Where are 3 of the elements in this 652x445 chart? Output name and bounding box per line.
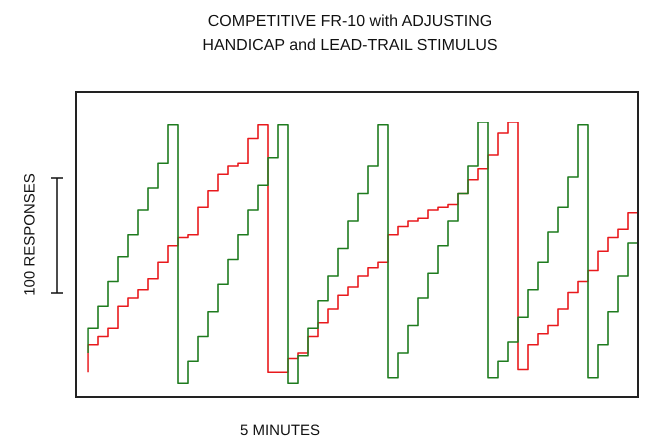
x-axis-title: 5 MINUTES — [238, 422, 321, 439]
y-axis-title: 100 RESPONSES — [22, 172, 38, 298]
chart-title: COMPETITIVE FR-10 with ADJUSTING HANDICAP and LEAD-TRAIL STIMULUS — [201, 12, 499, 56]
